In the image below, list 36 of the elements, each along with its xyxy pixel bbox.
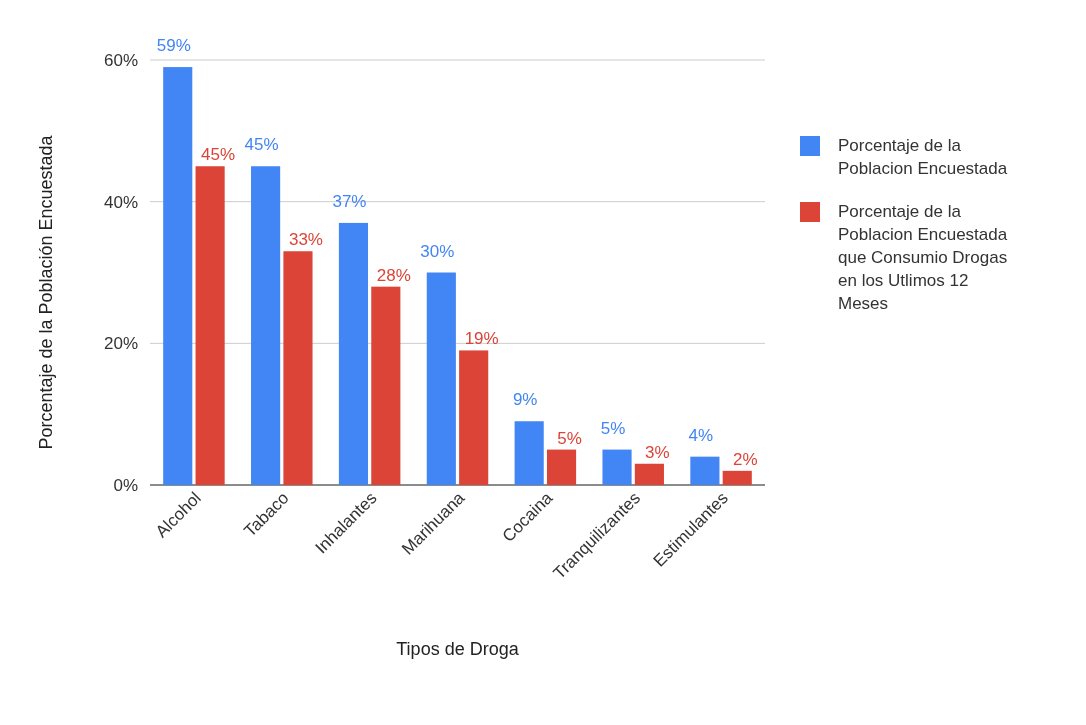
bar [459, 350, 489, 485]
bar [163, 67, 193, 485]
bar [251, 166, 281, 485]
y-tick-label: 60% [103, 50, 138, 70]
y-tick-label: 0% [113, 475, 138, 495]
data-label: 45% [244, 135, 279, 155]
data-label: 28% [376, 265, 411, 285]
data-label: 45% [201, 145, 236, 165]
y-tick-label: 40% [103, 192, 138, 212]
bar [602, 449, 632, 485]
bar [634, 463, 664, 485]
bar [690, 456, 720, 485]
data-label: 33% [288, 230, 323, 250]
data-label: 30% [420, 241, 455, 261]
bar [546, 449, 577, 485]
data-label: 9% [512, 390, 538, 410]
legend-label: Porcentaje de la Poblacion Encuestada [838, 136, 1008, 178]
bar [371, 286, 401, 485]
data-label: 3% [645, 442, 670, 462]
data-label: 19% [464, 329, 499, 349]
bar [514, 421, 544, 485]
y-tick-label: 20% [103, 334, 138, 354]
data-label: 37% [332, 191, 367, 211]
x-axis-title: Tipos de Droga [396, 639, 520, 659]
bar [195, 166, 225, 485]
bar [283, 251, 313, 485]
data-label: 5% [557, 428, 582, 448]
bar [722, 470, 752, 485]
y-axis-title: Porcentaje de la Población Encuestada [36, 134, 56, 450]
data-label: 4% [688, 425, 714, 445]
data-label: 59% [156, 36, 191, 56]
data-label: 5% [600, 418, 626, 438]
legend-label: Porcentaje de la Poblacion Encuestada que Consumio Drogas en los Utlimos 12 Meses [838, 202, 1008, 313]
data-label: 2% [732, 449, 758, 469]
bar [338, 222, 369, 485]
bar [426, 272, 456, 485]
